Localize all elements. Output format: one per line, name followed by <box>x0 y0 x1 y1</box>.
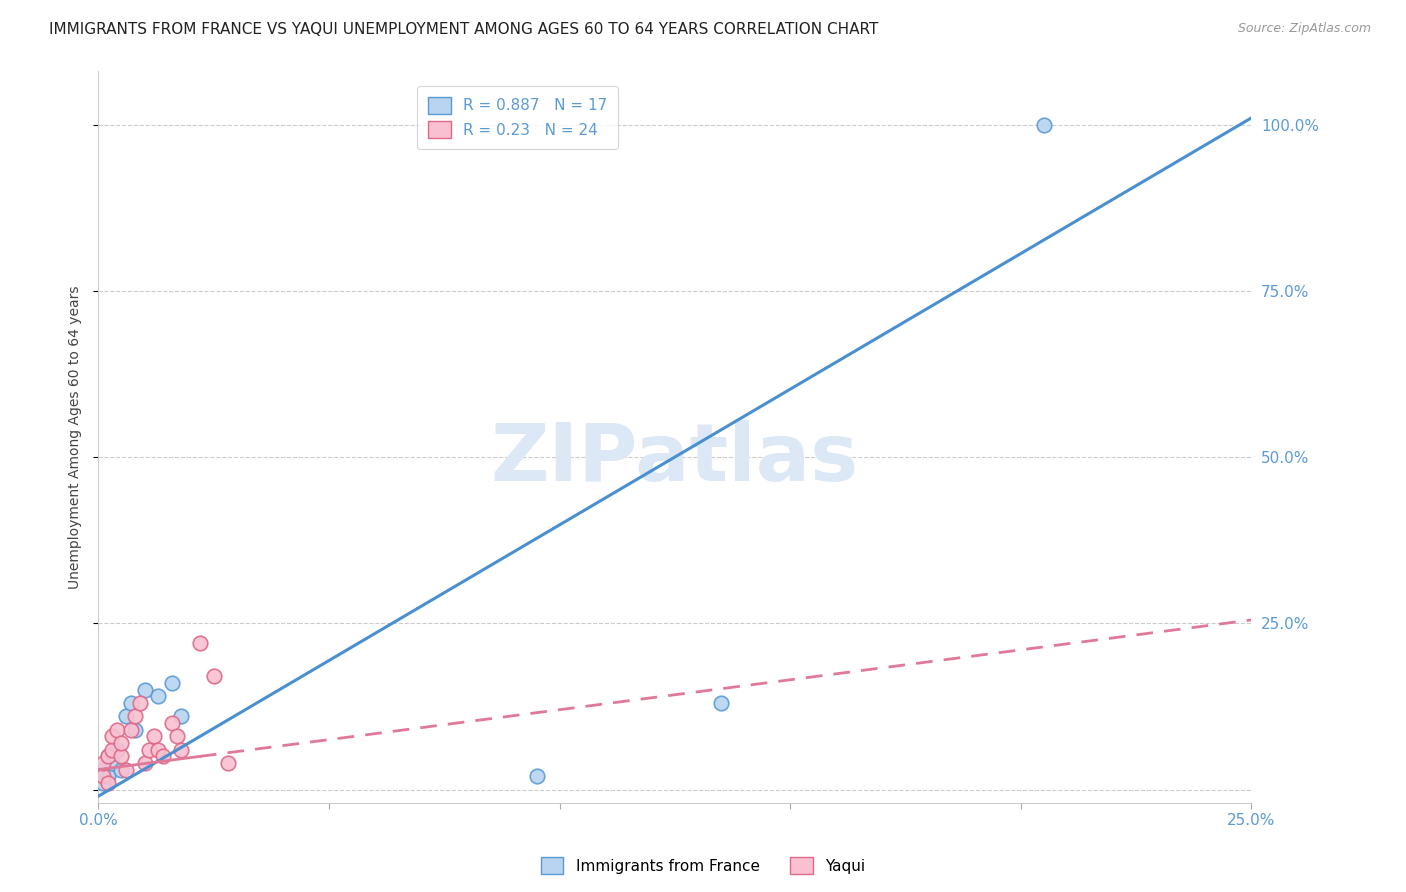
Point <box>120 696 142 710</box>
Point <box>710 696 733 710</box>
Point <box>148 690 170 704</box>
Point <box>101 756 124 770</box>
Point <box>202 669 225 683</box>
Point <box>526 769 548 783</box>
Point <box>110 736 132 750</box>
Point <box>101 729 124 743</box>
Point <box>110 763 132 777</box>
Point <box>170 742 193 756</box>
Point <box>160 676 183 690</box>
Point <box>91 769 114 783</box>
Text: Source: ZipAtlas.com: Source: ZipAtlas.com <box>1237 22 1371 36</box>
Point <box>134 682 156 697</box>
Point <box>152 749 174 764</box>
Point <box>91 756 114 770</box>
Y-axis label: Unemployment Among Ages 60 to 64 years: Unemployment Among Ages 60 to 64 years <box>69 285 83 589</box>
Point <box>97 749 120 764</box>
Point <box>134 756 156 770</box>
Legend: R = 0.887   N = 17, R = 0.23   N = 24: R = 0.887 N = 17, R = 0.23 N = 24 <box>418 87 619 149</box>
Point <box>124 709 146 723</box>
Point <box>129 696 152 710</box>
Point <box>91 763 114 777</box>
Point <box>105 723 128 737</box>
Point <box>188 636 211 650</box>
Point <box>124 723 146 737</box>
Point <box>101 742 124 756</box>
Point <box>115 709 138 723</box>
Text: ZIPatlas: ZIPatlas <box>491 420 859 498</box>
Point <box>110 749 132 764</box>
Point <box>120 723 142 737</box>
Point <box>115 763 138 777</box>
Legend: Immigrants from France, Yaqui: Immigrants from France, Yaqui <box>534 851 872 880</box>
Point <box>97 776 120 790</box>
Point <box>138 742 160 756</box>
Point <box>97 769 120 783</box>
Point <box>105 742 128 756</box>
Point <box>97 749 120 764</box>
Point <box>217 756 239 770</box>
Text: IMMIGRANTS FROM FRANCE VS YAQUI UNEMPLOYMENT AMONG AGES 60 TO 64 YEARS CORRELATI: IMMIGRANTS FROM FRANCE VS YAQUI UNEMPLOY… <box>49 22 879 37</box>
Point <box>142 729 165 743</box>
Point <box>91 776 114 790</box>
Point <box>166 729 188 743</box>
Point <box>160 716 183 731</box>
Point <box>148 742 170 756</box>
Point <box>170 709 193 723</box>
Point <box>1032 118 1054 132</box>
